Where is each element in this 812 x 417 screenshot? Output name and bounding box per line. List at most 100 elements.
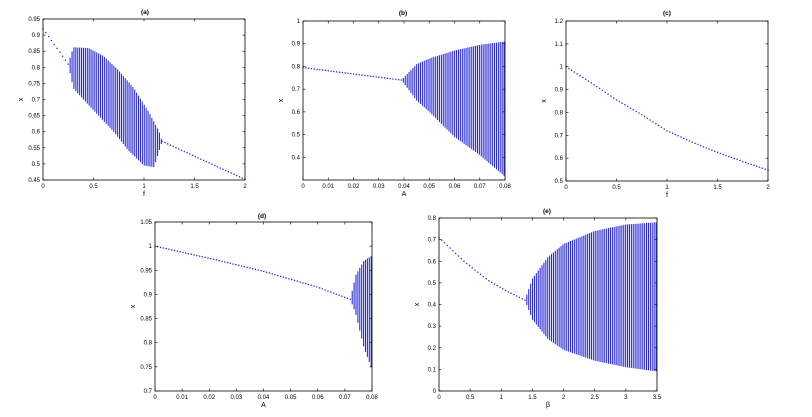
fixed-point-marker [663, 128, 665, 130]
fixed-point-marker [713, 150, 716, 153]
fixed-point-marker [452, 249, 454, 252]
y-tick-label: 0.8 [144, 341, 153, 347]
fixed-point-marker [190, 253, 193, 255]
fixed-point-marker [310, 67, 313, 70]
fixed-point-marker [213, 164, 216, 167]
axes-frame [565, 20, 769, 182]
fixed-point-marker [249, 267, 251, 269]
fixed-point-marker [341, 295, 343, 297]
fixed-point-marker [397, 78, 400, 81]
fixed-point-marker [168, 248, 170, 250]
fixed-point-marker [186, 152, 188, 154]
fixed-point-marker [200, 158, 202, 160]
chart-panel-d: 0 0.01 0.02 0.03 0.04 0.05 0.06 0.07 0.08 0.7 0.75… [130, 213, 378, 409]
axes-frame [154, 221, 373, 392]
x-tick-label: 0.01 [322, 184, 334, 190]
x-tick-label: 0 [437, 395, 441, 401]
fixed-point-marker [327, 290, 329, 292]
x-axis-label: A [261, 402, 266, 409]
y-tick-label: 0.9 [144, 292, 153, 298]
fixed-point-marker [626, 105, 629, 108]
fixed-point-marker [47, 35, 50, 38]
fixed-point-marker [204, 256, 206, 259]
fixed-point-marker [610, 95, 612, 97]
fixed-point-marker [730, 156, 733, 159]
fixed-point-marker [335, 293, 338, 295]
fixed-point-marker [604, 91, 607, 93]
fixed-point-marker [643, 115, 646, 118]
fixed-point-marker [277, 274, 279, 277]
fixed-point-marker [361, 74, 363, 76]
x-tick-label: 1 [142, 184, 146, 190]
y-tick-label: 1 [297, 19, 301, 25]
fixed-point-marker [386, 77, 389, 80]
chart-title: (c) [663, 10, 671, 17]
fixed-point-marker [358, 73, 361, 76]
fixed-point-marker [207, 257, 209, 259]
fixed-point-marker [50, 39, 53, 42]
y-tick-label: 1 [149, 244, 153, 250]
fixed-point-marker [316, 68, 318, 71]
fixed-point-marker [378, 76, 380, 78]
x-tick-label: 0 [153, 395, 157, 401]
fixed-point-marker [355, 73, 358, 76]
fixed-point-marker [493, 283, 496, 285]
fixed-point-marker [330, 291, 332, 293]
fixed-point-marker [454, 252, 457, 255]
fixed-point-marker [183, 150, 186, 153]
y-tick-label: 0.55 [28, 146, 40, 152]
fixed-point-marker [753, 164, 755, 167]
y-tick-label: 0.45 [28, 178, 40, 184]
y-tick-label: 0.6 [555, 156, 564, 162]
fixed-point-marker [279, 275, 282, 278]
fixed-point-marker [332, 292, 335, 294]
x-tick-label: 1 [665, 185, 669, 191]
fixed-point-marker [243, 265, 246, 268]
fixed-point-marker [257, 269, 259, 271]
fixed-point-marker [669, 131, 671, 133]
x-tick-label: 1.5 [528, 395, 537, 401]
fixed-point-marker [381, 76, 383, 79]
x-tick-label: 0.03 [373, 184, 385, 190]
x-tick-label: 2.5 [591, 395, 600, 401]
y-tick-label: 0.9 [32, 33, 41, 39]
fixed-point-marker [165, 247, 167, 250]
fixed-point-marker [341, 71, 344, 74]
fixed-point-marker [496, 284, 498, 287]
fixed-point-marker [304, 282, 307, 285]
fixed-point-marker [400, 79, 403, 81]
fixed-point-marker [570, 69, 573, 72]
fixed-point-marker [59, 51, 61, 54]
fixed-point-marker [584, 78, 587, 80]
fixed-point-marker [238, 176, 241, 178]
fixed-point-marker [685, 138, 688, 141]
fixed-point-marker [510, 292, 512, 295]
fixed-point-marker [67, 63, 69, 65]
x-tick-label: 0 [564, 185, 568, 191]
y-tick-label: 0.3 [428, 324, 437, 330]
fixed-point-marker [652, 121, 654, 123]
fixed-point-marker [344, 72, 346, 74]
fixed-point-marker [196, 254, 198, 257]
y-tick-label: 0.7 [32, 98, 41, 104]
y-tick-label: 0.95 [28, 17, 40, 23]
fixed-point-marker [254, 268, 257, 271]
x-tick-label: 0.07 [339, 395, 351, 401]
fixed-point-marker [375, 76, 377, 78]
y-tick-label: 0.85 [28, 49, 40, 55]
fixed-point-marker [229, 262, 232, 265]
x-tick-label: 1 [500, 395, 504, 401]
x-tick-label: 0.5 [466, 395, 475, 401]
x-axis-label: A [402, 191, 407, 198]
y-tick-label: 0.5 [292, 133, 301, 139]
fixed-point-marker [184, 252, 187, 254]
fixed-point-marker [629, 107, 632, 109]
fixed-point-marker [694, 142, 696, 145]
fixed-point-marker [446, 244, 449, 247]
y-tick-label: 0.6 [32, 130, 41, 136]
fixed-point-marker [502, 288, 504, 290]
x-tick-label: 0 [301, 184, 305, 190]
fixed-point-marker [395, 78, 397, 81]
fixed-point-marker [313, 68, 315, 70]
